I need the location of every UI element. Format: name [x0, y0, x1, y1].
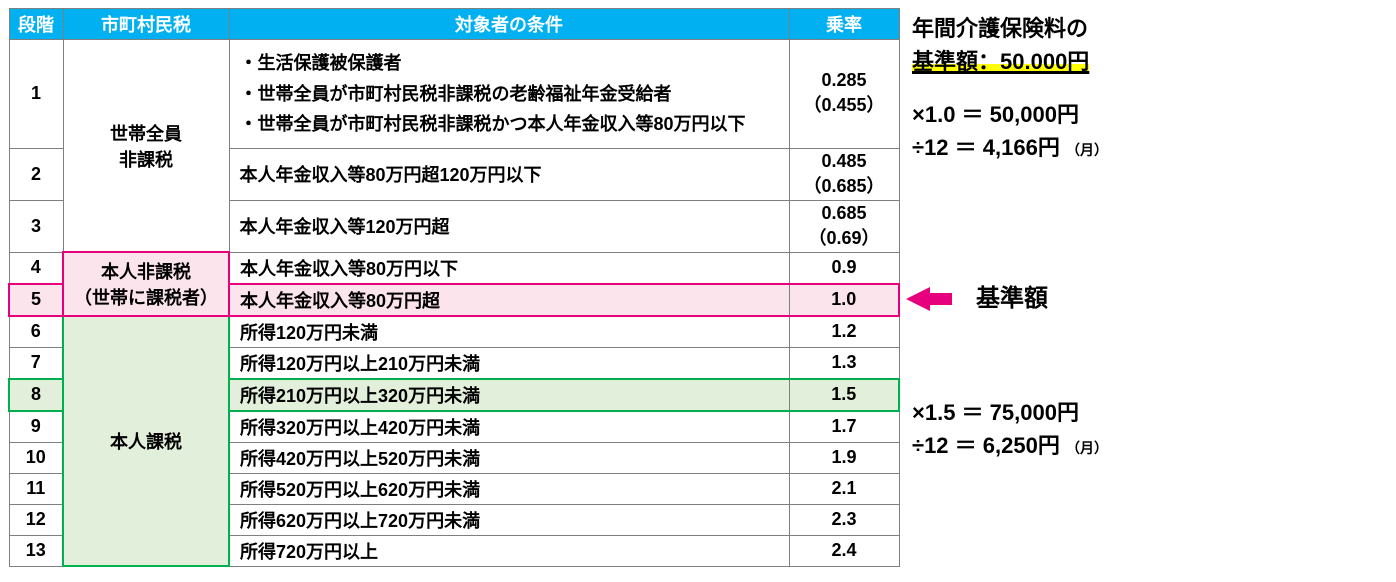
- header-category: 市町村民税: [63, 9, 229, 40]
- rate-table-container: 段階 市町村民税 対象者の条件 乗率 1 世帯全員 非課税 ・生活保護被保護者 …: [8, 8, 900, 567]
- condition-cell: 本人年金収入等80万円超120万円以下: [229, 148, 789, 200]
- stage-cell: 5: [9, 284, 63, 316]
- condition-cell: 所得120万円以上210万円未満: [229, 347, 789, 379]
- stage-cell: 4: [9, 252, 63, 284]
- category-line2: （世帯に課税者）: [74, 284, 218, 310]
- bullet-line: ・生活保護被保護者: [240, 48, 779, 79]
- rate-cell: 1.9: [789, 442, 899, 473]
- rate-main: 0.485: [800, 151, 889, 172]
- condition-cell: 本人年金収入等80万円超: [229, 284, 789, 316]
- category-text: 世帯全員 非課税: [110, 120, 182, 172]
- rate-cell: 2.4: [789, 535, 899, 566]
- rate-main: 0.685: [800, 203, 889, 224]
- rate-cell: 1.0: [789, 284, 899, 316]
- rate-cell: 0.485 （0.685）: [789, 148, 899, 200]
- stage-cell: 1: [9, 40, 63, 149]
- stage-cell: 13: [9, 535, 63, 566]
- stage-cell: 6: [9, 316, 63, 348]
- rate-sub: （0.455）: [800, 91, 889, 117]
- base-value: 50.000円: [1000, 49, 1089, 74]
- table-row: 4 本人非課税 （世帯に課税者） 本人年金収入等80万円以下 0.9: [9, 252, 899, 284]
- stage-cell: 2: [9, 148, 63, 200]
- calc1-line2-main: ÷12 ＝ 4,166円: [912, 135, 1060, 160]
- base-title-line1: 年間介護保険料の: [912, 12, 1388, 45]
- calc2-line1: ×1.5 ＝ 75,000円: [912, 396, 1108, 429]
- condition-cell: 所得520万円以上620万円未満: [229, 473, 789, 504]
- rate-sub: （0.69）: [800, 224, 889, 250]
- header-rate: 乗率: [789, 9, 899, 40]
- rate-cell: 0.9: [789, 252, 899, 284]
- stage-cell: 9: [9, 411, 63, 443]
- calc1-line2-unit: （月）: [1066, 142, 1108, 158]
- table-row: 1 世帯全員 非課税 ・生活保護被保護者 ・世帯全員が市町村民税非課税の老齢福祉…: [9, 40, 899, 149]
- category-cell-2: 本人非課税 （世帯に課税者）: [63, 252, 229, 316]
- category-line1: 本人非課税: [74, 258, 218, 284]
- header-row: 段階 市町村民税 対象者の条件 乗率: [9, 9, 899, 40]
- arrow-annotation: 基準額: [906, 281, 1048, 317]
- stage-cell: 8: [9, 379, 63, 411]
- category-cell-1: 世帯全員 非課税: [63, 40, 229, 253]
- calc2-line2: ÷12 ＝ 6,250円 （月）: [912, 429, 1108, 462]
- stage-cell: 3: [9, 200, 63, 252]
- rate-main: 0.285: [800, 70, 889, 91]
- arrow-label: 基準額: [976, 281, 1048, 317]
- condition-cell: 所得720万円以上: [229, 535, 789, 566]
- stage-cell: 7: [9, 347, 63, 379]
- rate-cell: 0.285 （0.455）: [789, 40, 899, 149]
- bullet-line: ・世帯全員が市町村民税非課税の老齢福祉年金受給者: [240, 79, 779, 110]
- base-title-line2: 基準額：50.000円: [912, 45, 1388, 78]
- side-annotations: 年間介護保険料の 基準額：50.000円 ×1.0 ＝ 50,000円 ÷12 …: [912, 8, 1388, 164]
- rate-cell: 0.685 （0.69）: [789, 200, 899, 252]
- table-row: 6 本人課税 所得120万円未満 1.2: [9, 316, 899, 348]
- calc1-line1: ×1.0 ＝ 50,000円: [912, 98, 1388, 131]
- calc2-line2-unit: （月）: [1066, 440, 1108, 456]
- calc-block-2: ×1.5 ＝ 75,000円 ÷12 ＝ 6,250円 （月）: [912, 396, 1108, 462]
- rate-cell: 2.1: [789, 473, 899, 504]
- condition-cell: ・生活保護被保護者 ・世帯全員が市町村民税非課税の老齢福祉年金受給者 ・世帯全員…: [229, 40, 789, 149]
- stage-cell: 12: [9, 504, 63, 535]
- condition-cell: 本人年金収入等120万円超: [229, 200, 789, 252]
- condition-cell: 所得120万円未満: [229, 316, 789, 348]
- condition-cell: 所得320万円以上420万円未満: [229, 411, 789, 443]
- calc2-line2-main: ÷12 ＝ 6,250円: [912, 433, 1060, 458]
- rate-sub: （0.685）: [800, 172, 889, 198]
- rate-cell: 1.7: [789, 411, 899, 443]
- calc-block-1: ×1.0 ＝ 50,000円 ÷12 ＝ 4,166円 （月）: [912, 98, 1388, 164]
- condition-cell: 所得210万円以上320万円未満: [229, 379, 789, 411]
- stage-cell: 11: [9, 473, 63, 504]
- condition-cell: 本人年金収入等80万円以下: [229, 252, 789, 284]
- category-cell-3: 本人課税: [63, 316, 229, 567]
- rate-cell: 1.3: [789, 347, 899, 379]
- base-prefix: 基準額：: [912, 49, 1000, 74]
- header-stage: 段階: [9, 9, 63, 40]
- rate-cell: 1.5: [789, 379, 899, 411]
- bullet-line: ・世帯全員が市町村民税非課税かつ本人年金収入等80万円以下: [240, 109, 779, 140]
- header-condition: 対象者の条件: [229, 9, 789, 40]
- condition-cell: 所得620万円以上720万円未満: [229, 504, 789, 535]
- arrow-left-icon: [906, 287, 930, 311]
- rate-cell: 2.3: [789, 504, 899, 535]
- rate-cell: 1.2: [789, 316, 899, 348]
- calc1-line2: ÷12 ＝ 4,166円 （月）: [912, 131, 1388, 164]
- stage-cell: 10: [9, 442, 63, 473]
- base-underline-text: 基準額：50.000円: [912, 49, 1089, 74]
- rate-table: 段階 市町村民税 対象者の条件 乗率 1 世帯全員 非課税 ・生活保護被保護者 …: [8, 8, 900, 567]
- condition-cell: 所得420万円以上520万円未満: [229, 442, 789, 473]
